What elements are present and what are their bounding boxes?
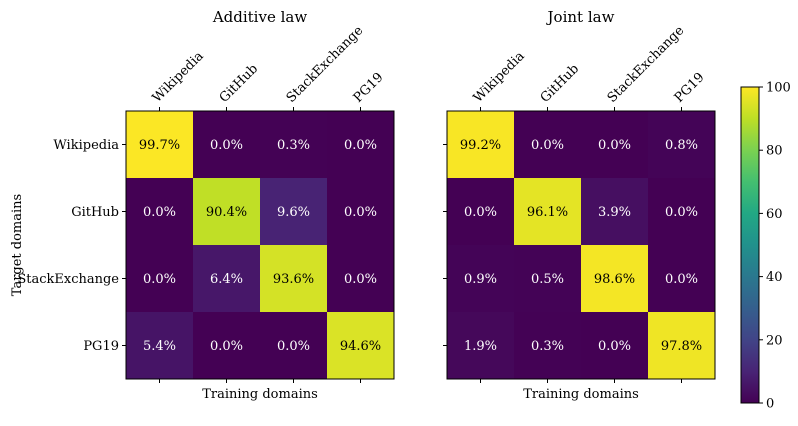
heatmap-cell [648, 245, 715, 312]
colorbar-tick-label: 20 [766, 333, 783, 348]
colorbar-tick-label: 100 [766, 81, 791, 96]
cell-label: 1.9% [464, 339, 497, 354]
colorbar: 0 20 40 60 80 100 [740, 81, 791, 412]
cell-label: 98.6% [594, 272, 635, 287]
heatmap-cell [327, 245, 394, 312]
x-tick-label: GitHub [538, 61, 582, 105]
heatmap-cell [581, 312, 648, 379]
cell-label: 90.4% [206, 205, 247, 220]
heatmap-cell [648, 178, 715, 245]
heatmap-cell [514, 111, 581, 178]
cell-label: 9.6% [277, 205, 310, 220]
cell-label: 0.0% [598, 138, 631, 153]
cell-label: 0.0% [210, 339, 243, 354]
heatmap-cell [327, 312, 394, 379]
cell-label: 96.1% [527, 205, 568, 220]
y-tick-label: StackExchange [17, 272, 119, 287]
heatmap-cell [447, 312, 514, 379]
x-tick-label: PG19 [351, 70, 387, 106]
cell-label: 94.6% [340, 339, 381, 354]
panel-joint-law: Joint law 99.2% 0.0% 0.0% 0.8% 0.0% 96.1% 3.9% 0… [443, 8, 716, 402]
x-axis-label: Training domains [202, 387, 318, 402]
cell-label: 0.8% [665, 138, 698, 153]
cell-label: 0.0% [665, 205, 698, 220]
heatmap-cell [514, 178, 581, 245]
heatmap-cell [581, 111, 648, 178]
cell-label: 0.0% [665, 272, 698, 287]
colorbar-tick-label: 60 [766, 207, 783, 222]
cell-label: 99.7% [139, 138, 180, 153]
heatmap-cell [193, 178, 260, 245]
heatmap-cell [648, 111, 715, 178]
heatmap-cell [193, 245, 260, 312]
heatmap-cell [260, 111, 327, 178]
heatmap-cell [260, 178, 327, 245]
x-tick-label: GitHub [217, 61, 261, 105]
cell-label: 0.3% [531, 339, 564, 354]
y-axis-label: Target domains [10, 194, 25, 296]
cell-label: 0.0% [344, 205, 377, 220]
heatmap-cell [260, 312, 327, 379]
heatmap-cell [581, 245, 648, 312]
heatmap-cell [327, 111, 394, 178]
cell-label: 0.5% [531, 272, 564, 287]
cell-label: 3.9% [598, 205, 631, 220]
cell-label: 0.9% [464, 272, 497, 287]
heatmap-cell [447, 245, 514, 312]
panel-frame [446, 110, 716, 380]
y-tick-label: GitHub [71, 205, 119, 220]
cell-label: 0.0% [344, 138, 377, 153]
cell-label: 0.0% [210, 138, 243, 153]
heatmap-cell [447, 111, 514, 178]
cell-label: 93.6% [273, 272, 314, 287]
heatmap-cell [126, 178, 193, 245]
cell-label: 0.0% [344, 272, 377, 287]
cell-label: 0.0% [464, 205, 497, 220]
colorbar-gradient [741, 87, 759, 403]
cell-label: 97.8% [661, 339, 702, 354]
heatmap-cell [581, 178, 648, 245]
colorbar-tick-label: 0 [766, 397, 774, 412]
heatmap-cell [514, 312, 581, 379]
x-tick-label: Wikipedia [471, 49, 528, 106]
y-tick-label: Wikipedia [53, 138, 119, 153]
heatmap-cell [126, 312, 193, 379]
cell-label: 0.3% [277, 138, 310, 153]
heatmap-cell [126, 245, 193, 312]
cell-label: 0.0% [277, 339, 310, 354]
heatmap-cell [260, 245, 327, 312]
x-axis-label: Training domains [523, 387, 639, 402]
cell-label: 99.2% [460, 138, 501, 153]
heatmap-cell [447, 178, 514, 245]
colorbar-tick-label: 80 [766, 144, 783, 159]
cell-label: 0.0% [598, 339, 631, 354]
colorbar-frame [740, 86, 760, 404]
x-tick-label: Wikipedia [150, 49, 207, 106]
colorbar-tick-label: 40 [766, 270, 783, 285]
cell-label: 6.4% [210, 272, 243, 287]
heatmap-cell [193, 111, 260, 178]
cell-label: 0.0% [531, 138, 564, 153]
heatmap-cell [648, 312, 715, 379]
y-tick-label: PG19 [83, 339, 119, 354]
heatmap-cell [514, 245, 581, 312]
x-tick-label: PG19 [672, 70, 708, 106]
panel-title: Additive law [212, 8, 308, 26]
cell-label: 5.4% [143, 339, 176, 354]
panel-frame [125, 110, 395, 380]
panel-additive-law: Additive law 99.7% 0.0% 0.3% 0.0% 0.0% 90.4% 9.… [17, 8, 395, 402]
cell-label: 0.0% [143, 205, 176, 220]
heatmap-cell [327, 178, 394, 245]
panel-title: Joint law [546, 8, 615, 26]
heatmap-cell [193, 312, 260, 379]
cell-label: 0.0% [143, 272, 176, 287]
heatmap-cell [126, 111, 193, 178]
